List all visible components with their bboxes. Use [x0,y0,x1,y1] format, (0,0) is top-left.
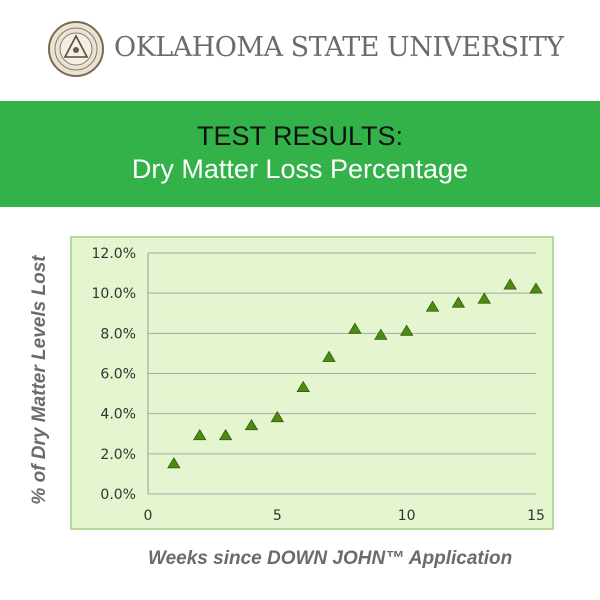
banner-subtitle: Dry Matter Loss Percentage [131,154,469,184]
data-point [529,282,543,294]
x-tick-label: 15 [527,508,545,524]
data-point [193,428,207,441]
data-point [374,328,388,340]
x-tick-label: 5 [273,508,282,524]
university-seal-icon [48,21,104,77]
y-tick-label: 12.0% [92,246,136,262]
y-axis-label: % of Dry Matter Levels Lost [29,255,50,505]
x-tick-label: 0 [144,508,153,524]
data-point [477,292,491,304]
banner-title: TEST RESULTS: [196,121,404,151]
y-tick-label: 8.0% [100,326,136,342]
y-tick-label: 10.0% [92,286,136,302]
data-point [218,428,233,441]
y-tick-label: 4.0% [100,407,136,423]
data-point [399,324,414,336]
data-point [167,457,181,469]
y-tick-label: 6.0% [100,367,136,383]
data-point [503,278,517,290]
y-tick-label: 2.0% [100,447,136,463]
data-point [270,410,285,423]
data-point [296,380,310,392]
university-name: OKLAHOMA STATE UNIVERSITY [114,32,564,63]
x-tick-label: 10 [398,508,416,524]
data-point [244,418,259,431]
chart-background [70,236,554,530]
x-axis-label: Weeks since DOWN JOHN™ Application [148,548,513,569]
y-tick-label: 0.0% [100,487,136,503]
data-point [451,296,466,308]
data-point [348,322,362,334]
data-point [425,300,440,312]
scatter-chart: 0.0% 2.0% 4.0% 6.0% 8.0% 10.0% 12.0% 0 5 10 15 [70,236,554,530]
data-point [322,350,336,362]
header: OKLAHOMA STATE UNIVERSITY [0,0,600,101]
title-banner: TEST RESULTS: Dry Matter Loss Percentage [0,101,600,207]
